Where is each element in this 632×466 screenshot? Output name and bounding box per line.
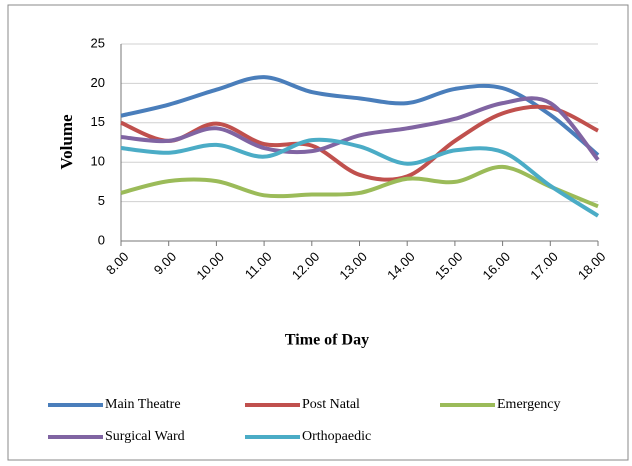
series-line bbox=[120, 75, 600, 157]
y-tick-label: 5 bbox=[98, 193, 105, 208]
y-tick-label: 25 bbox=[91, 35, 105, 50]
y-tick-label: 10 bbox=[91, 154, 105, 169]
legend-label: Post Natal bbox=[302, 397, 360, 412]
legend-label: Surgical Ward bbox=[105, 429, 185, 444]
series-line bbox=[120, 104, 599, 182]
y-tick-label: 20 bbox=[91, 75, 105, 90]
chart-frame bbox=[7, 4, 629, 461]
y-axis-label: Volume bbox=[57, 114, 76, 170]
y-tick-label: 0 bbox=[98, 232, 105, 247]
legend-label: Main Theatre bbox=[105, 397, 181, 412]
series-line bbox=[120, 137, 600, 218]
y-tick-label: 15 bbox=[91, 114, 105, 129]
x-axis-label: Time of Day bbox=[285, 332, 369, 349]
series-line bbox=[120, 164, 599, 209]
legend-label: Emergency bbox=[497, 397, 561, 412]
series-line bbox=[120, 96, 600, 162]
legend-label: Orthopaedic bbox=[302, 429, 371, 444]
